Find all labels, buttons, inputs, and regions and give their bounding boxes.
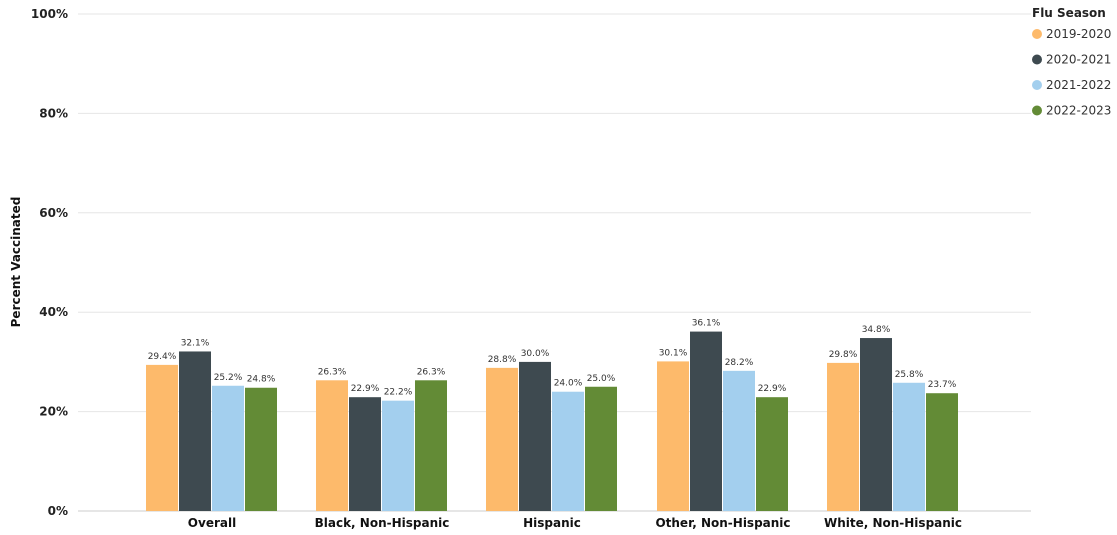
bar — [316, 380, 348, 511]
x-tick-label: White, Non-Hispanic — [824, 516, 962, 530]
bar — [519, 361, 551, 511]
legend-marker — [1032, 80, 1042, 90]
data-label: 22.9% — [758, 384, 787, 394]
data-label: 23.7% — [928, 380, 957, 390]
bar — [585, 386, 617, 511]
data-label: 22.9% — [351, 384, 380, 394]
y-tick-label: 100% — [31, 7, 68, 21]
legend-marker — [1032, 54, 1042, 65]
x-tick-label: Black, Non-Hispanic — [315, 516, 450, 530]
y-tick-label: 60% — [39, 206, 68, 220]
legend-marker — [1032, 105, 1042, 116]
legend-item-label: 2022-2023 — [1046, 104, 1111, 118]
data-label: 22.2% — [384, 388, 413, 398]
bar — [756, 397, 788, 511]
y-tick-label: 80% — [39, 106, 68, 120]
data-label: 30.1% — [659, 348, 688, 358]
bar — [245, 387, 277, 511]
bar — [212, 385, 244, 511]
data-label: 30.0% — [521, 349, 550, 359]
data-label: 24.8% — [247, 375, 276, 385]
bar — [349, 397, 381, 511]
data-label: 36.1% — [692, 319, 721, 329]
bar — [723, 370, 755, 511]
x-axis-categories: Overall Black, Non-Hispanic Hispanic Other,… — [188, 516, 962, 530]
data-label: 25.0% — [587, 374, 616, 384]
bar — [860, 338, 892, 511]
bar — [382, 400, 414, 511]
legend-item-label: 2021-2022 — [1046, 78, 1111, 92]
bar — [415, 380, 447, 511]
bar — [657, 361, 689, 511]
data-label: 28.2% — [725, 358, 754, 368]
legend-item-label: 2020-2021 — [1046, 53, 1111, 67]
data-label: 29.4% — [148, 352, 177, 362]
y-axis-label: Percent Vaccinated — [9, 197, 23, 328]
data-label: 32.1% — [181, 338, 210, 348]
legend-marker — [1032, 29, 1042, 39]
x-tick-label: Overall — [188, 516, 236, 530]
bar — [926, 393, 958, 511]
x-tick-label: Hispanic — [523, 516, 581, 530]
data-label: 28.8% — [488, 355, 517, 365]
data-label: 24.0% — [554, 379, 583, 389]
data-label: 25.8% — [895, 370, 924, 380]
bar — [552, 391, 584, 511]
data-label: 25.2% — [214, 373, 243, 383]
y-tick-label: 40% — [39, 305, 68, 319]
legend: Flu Season 2019-2020 2020-2021 2021-2022 20… — [1032, 6, 1111, 118]
data-labels: 29.4% 32.1% 25.2% 24.8% 26.3% 22.9% 22.2% 26.3%… — [148, 319, 957, 398]
bar — [827, 362, 859, 511]
x-tick-label: Other, Non-Hispanic — [655, 516, 790, 530]
bar — [179, 351, 211, 511]
legend-title: Flu Season — [1032, 6, 1106, 20]
bars — [146, 331, 958, 511]
y-tick-label: 0% — [48, 504, 68, 518]
y-axis-ticks: 0% 20% 40% 60% 80% 100% — [31, 7, 68, 518]
legend-item-label: 2019-2020 — [1046, 27, 1111, 41]
bar — [690, 331, 722, 511]
data-label: 34.8% — [862, 325, 891, 335]
bar — [486, 367, 518, 511]
data-label: 26.3% — [318, 367, 347, 377]
y-tick-label: 20% — [39, 405, 68, 419]
data-label: 29.8% — [829, 350, 858, 360]
bar — [893, 382, 925, 511]
data-label: 26.3% — [417, 367, 446, 377]
bar — [146, 364, 178, 511]
